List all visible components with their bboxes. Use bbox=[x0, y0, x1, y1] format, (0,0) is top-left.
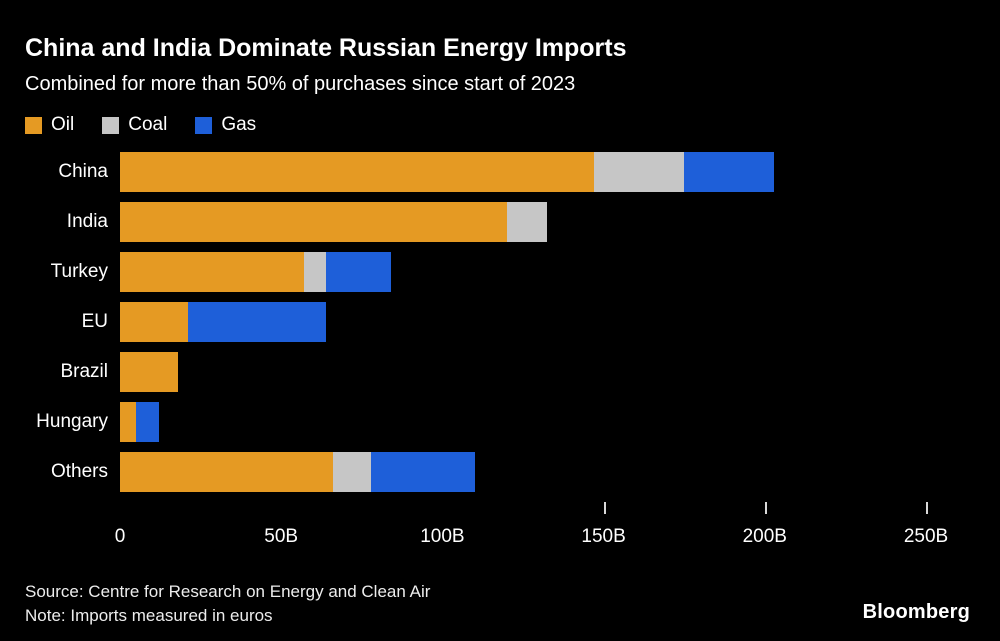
bar-segment-coal bbox=[332, 452, 372, 492]
footer-notes: Source: Centre for Research on Energy an… bbox=[25, 580, 430, 628]
category-label: Hungary bbox=[36, 411, 108, 432]
chart-title: China and India Dominate Russian Energy … bbox=[25, 34, 627, 62]
axis-tick-label: 250B bbox=[903, 526, 949, 547]
legend: Oil Coal Gas bbox=[25, 114, 975, 136]
bar-row-others: Others bbox=[25, 452, 975, 492]
bar-segment-oil bbox=[120, 452, 333, 492]
bar-segment-coal bbox=[303, 252, 327, 292]
axis-tick-label: 200B bbox=[742, 526, 787, 547]
bar-segment-gas bbox=[371, 452, 475, 492]
bar-row-hungary: Hungary bbox=[25, 402, 975, 442]
bar-segment-oil bbox=[120, 402, 137, 442]
source-note: Source: Centre for Research on Energy an… bbox=[25, 582, 431, 601]
bar-row-eu: EU bbox=[25, 302, 975, 342]
legend-swatch-oil bbox=[25, 116, 42, 134]
category-label: India bbox=[66, 211, 108, 232]
legend-item-gas: Gas bbox=[195, 114, 256, 136]
bar-track bbox=[120, 252, 391, 292]
bar-segment-coal bbox=[506, 202, 548, 242]
bar-track bbox=[120, 202, 548, 242]
axis-tick-mark bbox=[764, 502, 767, 514]
axis-tick-label: 100B bbox=[420, 526, 465, 547]
category-label: China bbox=[58, 161, 108, 182]
bar-row-brazil: Brazil bbox=[25, 352, 975, 392]
axis-tick-mark bbox=[603, 502, 606, 514]
axis-tick-label: 0 bbox=[114, 526, 126, 547]
bar-track bbox=[120, 452, 475, 492]
bar-row-china: China bbox=[25, 152, 975, 192]
category-label: Others bbox=[50, 461, 108, 482]
bar-row-turkey: Turkey bbox=[25, 252, 975, 292]
bar-segment-oil bbox=[120, 202, 507, 242]
legend-swatch-gas bbox=[195, 116, 213, 134]
axis-tick-mark bbox=[926, 502, 928, 514]
bar-segment-oil bbox=[120, 302, 188, 342]
stacked-bar-chart: China India Turkey EU Brazil Hungary Others bbox=[25, 152, 975, 492]
bar-row-india: India bbox=[25, 202, 975, 242]
category-label: Turkey bbox=[50, 261, 108, 282]
legend-label: Oil bbox=[51, 114, 75, 135]
bar-segment-gas bbox=[187, 302, 327, 342]
legend-label: Coal bbox=[128, 114, 168, 135]
bar-segment-gas bbox=[326, 252, 391, 292]
bar-track bbox=[120, 402, 159, 442]
bar-track bbox=[120, 152, 775, 192]
bar-track bbox=[120, 352, 179, 392]
legend-item-oil: Oil bbox=[25, 114, 74, 136]
bar-segment-oil bbox=[120, 252, 304, 292]
axis-tick-label: 50B bbox=[264, 526, 299, 547]
bar-segment-coal bbox=[593, 152, 685, 192]
axis-tick-label: 150B bbox=[581, 526, 626, 547]
legend-label: Gas bbox=[221, 114, 257, 135]
legend-item-coal: Coal bbox=[102, 114, 167, 136]
bar-segment-oil bbox=[120, 352, 179, 392]
bloomberg-logo: Bloomberg bbox=[862, 601, 970, 623]
category-label: Brazil bbox=[60, 361, 108, 382]
category-label: EU bbox=[81, 311, 108, 332]
measure-note: Note: Imports measured in euros bbox=[25, 606, 273, 625]
bar-track bbox=[120, 302, 327, 342]
legend-swatch-coal bbox=[102, 116, 120, 134]
bar-segment-gas bbox=[684, 152, 775, 192]
x-axis: 0 50B 100B 150B 200B 250B bbox=[115, 502, 975, 554]
bar-segment-gas bbox=[136, 402, 159, 442]
chart-subtitle: Combined for more than 50% of purchases … bbox=[25, 73, 576, 95]
bar-segment-oil bbox=[120, 152, 594, 192]
